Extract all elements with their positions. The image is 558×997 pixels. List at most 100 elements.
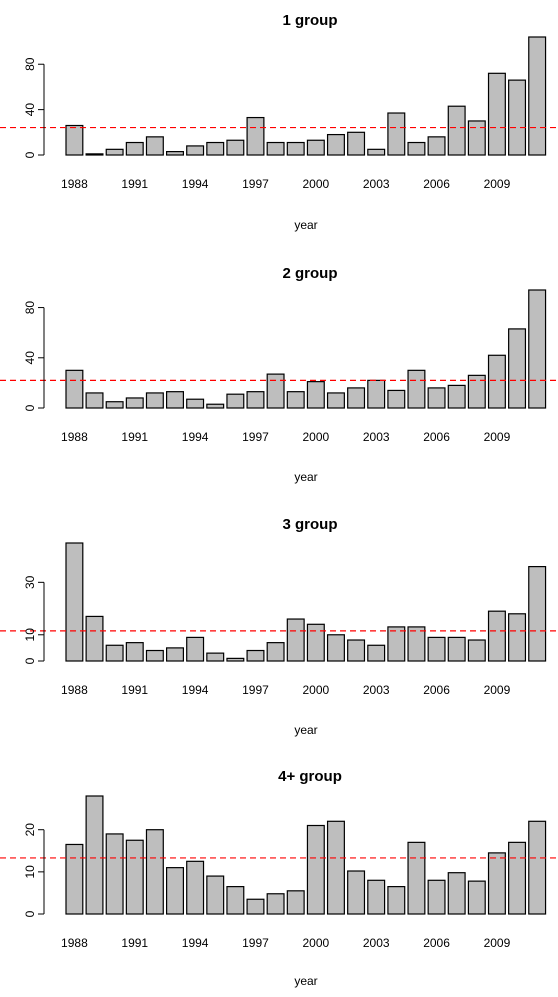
x-tick-label: 1991 bbox=[121, 177, 148, 191]
bar-2009 bbox=[487, 72, 506, 156]
y-tick-label: 0 bbox=[23, 657, 37, 664]
y-tick-label: 40 bbox=[23, 351, 37, 365]
bar-2001 bbox=[326, 634, 345, 662]
bar-2008 bbox=[467, 880, 486, 915]
panel-title: 2 group bbox=[283, 265, 338, 282]
bar-2002 bbox=[347, 639, 366, 662]
panel-title: 4+ group bbox=[278, 768, 342, 785]
bar-1994 bbox=[186, 398, 205, 409]
bar-2010 bbox=[508, 79, 527, 156]
bar-1998 bbox=[266, 642, 285, 662]
x-axis-label: year bbox=[294, 974, 317, 988]
bar-2009 bbox=[487, 354, 506, 409]
panel-4-group: 4+ group 0 10 20 1988 1991 1994 1997 2000 2003 20… bbox=[0, 768, 558, 988]
plot-area: 0 40 80 1988 1991 1994 1997 2000 2003 2006 2009 bbox=[0, 289, 558, 444]
x-tick-label: 2000 bbox=[302, 683, 329, 697]
bar-2000 bbox=[306, 381, 325, 409]
plot-area: 0 10 20 1988 1991 1994 1997 2000 2003 2006 2009 bbox=[0, 795, 558, 950]
bar-1993 bbox=[166, 647, 185, 662]
bar-1991 bbox=[125, 141, 144, 156]
bar-1997 bbox=[246, 391, 265, 409]
x-tick-label: 2006 bbox=[423, 936, 450, 950]
bar-1995 bbox=[206, 875, 225, 915]
x-tick-label: 1994 bbox=[182, 177, 209, 191]
bar-1998 bbox=[266, 893, 285, 915]
x-tick-label: 1991 bbox=[121, 683, 148, 697]
bar-2006 bbox=[427, 387, 446, 409]
x-tick-label: 2009 bbox=[484, 683, 511, 697]
x-tick-label: 1997 bbox=[242, 936, 269, 950]
bar-1996 bbox=[226, 139, 245, 156]
bar-1989 bbox=[85, 795, 104, 915]
x-tick-label: 2003 bbox=[363, 430, 390, 444]
x-tick-label: 1988 bbox=[61, 683, 88, 697]
bar-2010 bbox=[508, 613, 527, 662]
bar-2003 bbox=[367, 379, 386, 409]
bar-2000 bbox=[306, 824, 325, 915]
bar-2011 bbox=[528, 565, 547, 662]
bar-1996 bbox=[226, 393, 245, 409]
bar-1996 bbox=[226, 886, 245, 915]
y-tick-label: 80 bbox=[23, 57, 37, 71]
bar-1989 bbox=[85, 615, 104, 662]
bar-1994 bbox=[186, 145, 205, 156]
panel-1-group: 1 group 0 40 80 1988 1991 1994 1997 2000 2003 200… bbox=[0, 12, 558, 232]
bar-2008 bbox=[467, 639, 486, 662]
bar-1992 bbox=[145, 829, 164, 915]
bar-1992 bbox=[145, 392, 164, 409]
bar-1988 bbox=[65, 542, 84, 662]
y-tick-label: 10 bbox=[23, 628, 37, 642]
bar-2001 bbox=[326, 820, 345, 915]
x-tick-label: 1997 bbox=[242, 177, 269, 191]
panel-3-group: 3 group 0 10 30 1988 1991 1994 1997 2000 2003 200… bbox=[0, 516, 558, 737]
bar-1990 bbox=[105, 401, 124, 409]
x-tick-label: 2006 bbox=[423, 683, 450, 697]
bar-2007 bbox=[447, 636, 466, 662]
bar-2004 bbox=[387, 389, 406, 409]
bar-2007 bbox=[447, 105, 466, 156]
bar-1995 bbox=[206, 403, 225, 409]
bar-1999 bbox=[286, 391, 305, 409]
x-tick-label: 1988 bbox=[61, 430, 88, 444]
bar-2005 bbox=[407, 369, 426, 409]
bar-1991 bbox=[125, 642, 144, 662]
bar-1997 bbox=[246, 116, 265, 156]
x-tick-label: 2003 bbox=[363, 683, 390, 697]
bar-2004 bbox=[387, 886, 406, 915]
bar-2006 bbox=[427, 879, 446, 915]
x-tick-label: 1988 bbox=[61, 177, 88, 191]
bar-2001 bbox=[326, 133, 345, 156]
bar-1988 bbox=[65, 843, 84, 915]
bar-1998 bbox=[266, 141, 285, 156]
bar-2011 bbox=[528, 289, 547, 409]
bar-1993 bbox=[166, 391, 185, 409]
bar-1989 bbox=[85, 153, 104, 156]
bar-2005 bbox=[407, 141, 426, 156]
plot-area: 0 40 80 1988 1991 1994 1997 2000 2003 2006 2009 bbox=[0, 36, 558, 191]
bar-1997 bbox=[246, 898, 265, 915]
x-axis-label: year bbox=[294, 723, 317, 737]
y-tick-label: 40 bbox=[23, 103, 37, 117]
x-tick-label: 2003 bbox=[363, 936, 390, 950]
bar-2011 bbox=[528, 820, 547, 915]
y-tick-label: 30 bbox=[23, 575, 37, 589]
bar-2004 bbox=[387, 626, 406, 662]
bar-1994 bbox=[186, 636, 205, 662]
bar-2003 bbox=[367, 644, 386, 662]
x-tick-label: 1988 bbox=[61, 936, 88, 950]
x-tick-label: 1994 bbox=[182, 683, 209, 697]
bar-1990 bbox=[105, 833, 124, 915]
y-tick-label: 0 bbox=[23, 151, 37, 158]
bar-1991 bbox=[125, 839, 144, 915]
x-axis-label: year bbox=[294, 218, 317, 232]
bar-1995 bbox=[206, 652, 225, 662]
bar-2002 bbox=[347, 131, 366, 156]
bar-2010 bbox=[508, 841, 527, 915]
x-tick-label: 2000 bbox=[302, 936, 329, 950]
bar-2009 bbox=[487, 610, 506, 662]
bar-1999 bbox=[286, 141, 305, 156]
bar-2002 bbox=[347, 387, 366, 409]
bar-2003 bbox=[367, 879, 386, 915]
bar-1990 bbox=[105, 644, 124, 662]
bar-1992 bbox=[145, 136, 164, 156]
